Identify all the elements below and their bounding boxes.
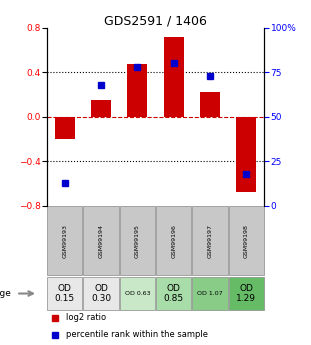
FancyBboxPatch shape: [192, 206, 228, 275]
Text: age: age: [0, 289, 12, 298]
Text: GSM99194: GSM99194: [99, 224, 104, 258]
FancyBboxPatch shape: [47, 206, 82, 275]
Bar: [128, 64, 147, 117]
Text: GSM99198: GSM99198: [244, 224, 249, 258]
Text: OD 1.07: OD 1.07: [197, 291, 223, 296]
FancyBboxPatch shape: [229, 206, 264, 275]
FancyBboxPatch shape: [83, 206, 119, 275]
FancyBboxPatch shape: [156, 206, 191, 275]
Bar: [200, 92, 220, 117]
Text: OD
1.29: OD 1.29: [236, 284, 256, 303]
Title: GDS2591 / 1406: GDS2591 / 1406: [104, 14, 207, 28]
FancyBboxPatch shape: [192, 277, 228, 310]
Bar: [55, 117, 75, 139]
Bar: [236, 117, 256, 192]
FancyBboxPatch shape: [229, 277, 264, 310]
Text: GSM99195: GSM99195: [135, 224, 140, 258]
Text: OD
0.15: OD 0.15: [55, 284, 75, 303]
FancyBboxPatch shape: [120, 277, 155, 310]
Text: GSM99196: GSM99196: [171, 224, 176, 258]
FancyBboxPatch shape: [156, 277, 191, 310]
Text: log2 ratio: log2 ratio: [66, 313, 106, 322]
Bar: [164, 37, 183, 117]
Text: OD
0.85: OD 0.85: [164, 284, 184, 303]
FancyBboxPatch shape: [83, 277, 119, 310]
FancyBboxPatch shape: [47, 277, 82, 310]
Text: GSM99193: GSM99193: [62, 224, 67, 258]
Text: OD 0.63: OD 0.63: [124, 291, 150, 296]
Text: percentile rank within the sample: percentile rank within the sample: [66, 331, 208, 339]
Text: GSM99197: GSM99197: [207, 224, 212, 258]
Text: OD
0.30: OD 0.30: [91, 284, 111, 303]
Bar: [91, 100, 111, 117]
FancyBboxPatch shape: [120, 206, 155, 275]
